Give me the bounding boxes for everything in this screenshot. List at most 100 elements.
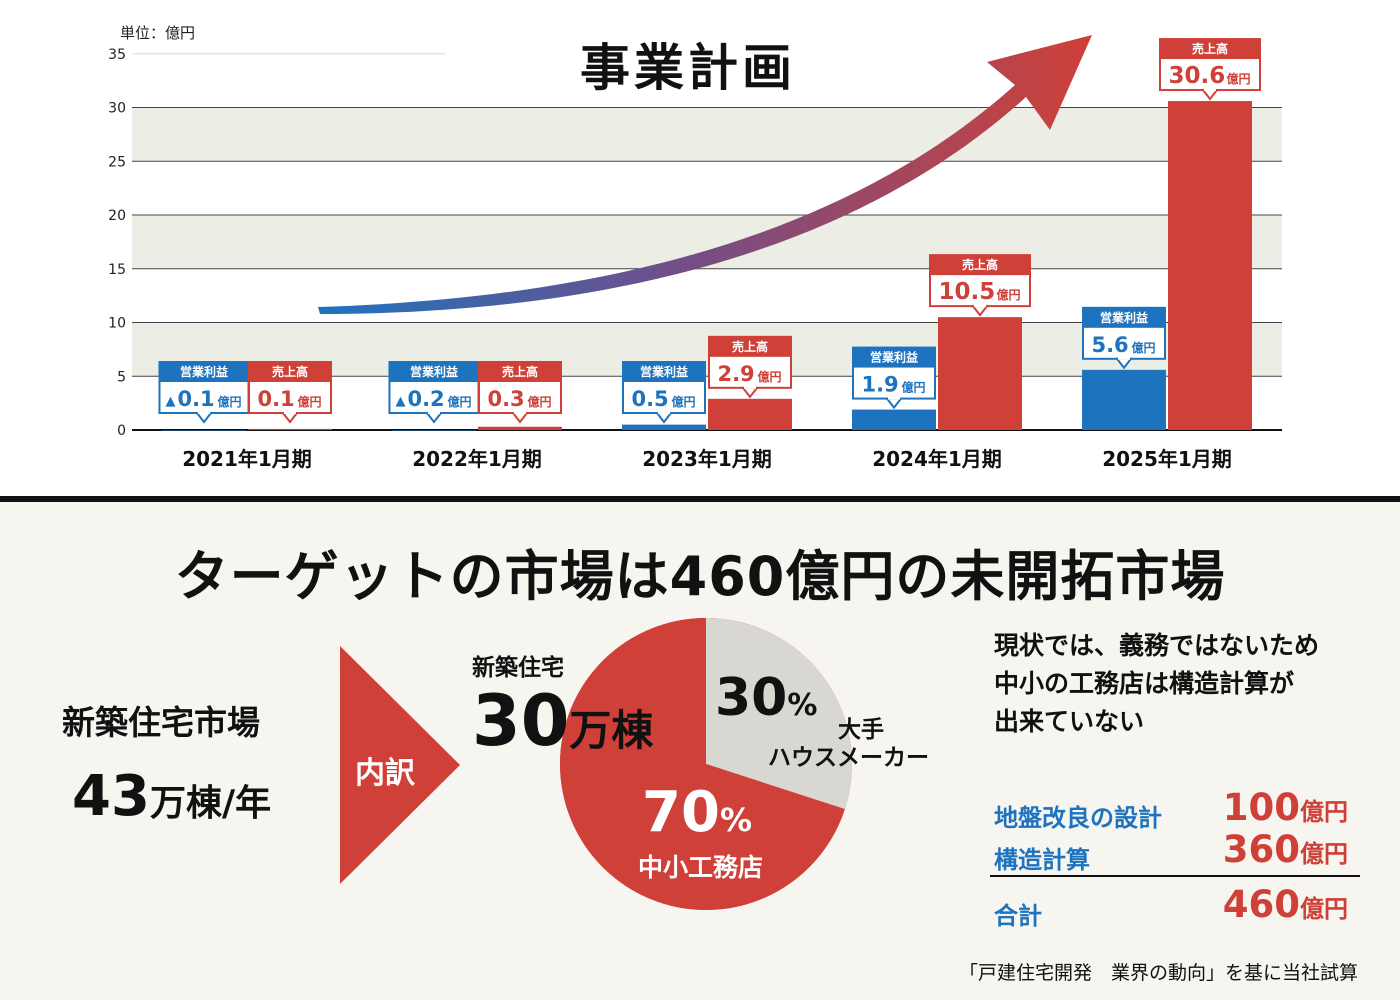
breakdown-label: 内訳 [355,756,415,791]
callout-pointer-mask [744,385,756,389]
pie-slice-small-builders [560,618,845,910]
breakdown-arrow [340,646,460,884]
callout-header [478,361,562,381]
callout-header [1159,38,1261,59]
callout-pointer-mask [514,411,526,414]
callout-operating-profit: 営業利益 5.6 億円 [1082,306,1166,370]
callout-body [478,380,562,414]
note-line-1: 現状では、義務ではないため [994,631,1320,660]
callout-unit: 億円 [1227,71,1251,86]
callout-value: 5.6 [1091,333,1128,357]
callout-title: 売上高 [1192,41,1228,56]
callout-title: 営業利益 [870,350,918,365]
section-divider [0,496,1400,502]
y-tick-label: 10 [108,316,126,332]
x-category-label: 2023年1月期 [642,447,772,471]
ground-improvement-value: 100億円 [1222,786,1348,829]
new-house-label: 新築住宅 [472,655,564,681]
grid-band-2 [132,107,1282,162]
structural-calc-value: 360億円 [1222,828,1348,871]
callout-title: 売上高 [732,339,768,354]
callout-unit: 億円 [997,287,1021,302]
callout-unit: 億円 [298,394,322,409]
callout-title: 営業利益 [640,364,688,379]
y-tick-label: 15 [108,262,126,278]
callout-sales: 売上高 30.6 億円 [1159,38,1261,101]
y-tick-label: 30 [108,101,126,117]
callout-pointer [970,305,990,317]
bar-operating-profit [392,430,476,431]
large-builder-label-1: 大手 [838,717,884,743]
note-line-3: 出来ていない [994,707,1145,736]
callout-minus-mark: ▲ [395,394,405,409]
chart-title: 事業計画 [580,39,796,97]
callout-pointer [194,412,214,424]
callout-value: 30.6 [1168,63,1225,89]
small-builder-percent: 70% [642,780,752,845]
large-builder-percent: 30% [715,668,818,728]
callout-pointer-mask [428,411,440,414]
total-label: 合計 [994,902,1042,930]
callout-operating-profit: 営業利益 0.5 億円 [622,361,706,424]
note-line-2: 中小の工務店は構造計算が [994,669,1295,698]
pie-slice-large-builders [706,618,852,810]
bar-sales [248,428,332,430]
y-tick-label: 0 [117,423,126,439]
bar-sales [1168,101,1252,431]
callout-value: 0.1 [257,387,294,411]
callout-minus-mark: ▲ [165,394,175,409]
callout-unit: 億円 [1132,340,1156,355]
bar-sales [708,398,792,430]
callout-value: 1.9 [861,373,898,397]
callout-body [622,380,706,414]
new-house-value: 30万棟 [472,680,654,762]
x-category-label: 2022年1月期 [412,447,542,471]
callout-title: 売上高 [962,257,998,272]
callout-header [158,361,250,381]
callout-pointer [740,386,760,399]
callout-header [248,361,332,381]
total-divider [990,875,1360,877]
callout-pointer [884,397,904,410]
callout-body [852,365,936,400]
x-category-label: 2024年1月期 [872,447,1002,471]
bar-operating-profit [1082,369,1166,430]
callout-sales: 売上高 10.5 億円 [929,254,1031,317]
callout-header [708,335,792,356]
y-tick-label: 35 [108,47,126,63]
bar-operating-profit [852,409,936,430]
small-builder-label: 中小工務店 [638,853,764,882]
callout-pointer [280,412,300,424]
bar-sales [938,317,1022,430]
callout-body [708,354,792,389]
callout-header [852,346,936,367]
y-tick-label: 5 [117,369,126,385]
callout-pointer-mask [1204,88,1216,92]
callout-operating-profit: 営業利益 ▲ 0.1 億円 [158,361,250,424]
market-headline: ターゲットの市場は460億円の未開拓市場 [174,545,1226,608]
callout-sales: 売上高 0.3 億円 [478,361,562,424]
callout-value: 0.3 [487,387,524,411]
x-category-label: 2025年1月期 [1102,447,1232,471]
structural-calc-label: 構造計算 [994,846,1090,874]
callout-title: 売上高 [502,364,538,379]
callout-sales: 売上高 0.1 億円 [248,361,332,424]
callout-title: 営業利益 [1100,310,1148,325]
callout-value: 0.1 [177,387,214,411]
business-plan-section: 0 5 10 15 20 25 30 35 営業利益 ▲ 0.1 億円 売上高 0.1 億円 営業利益 ▲ 0.… [0,0,1400,497]
callout-pointer-mask [284,411,296,414]
callout-unit: 億円 [528,394,552,409]
callout-title: 売上高 [272,364,308,379]
ground-improvement-label: 地盤改良の設計 [994,804,1162,832]
callout-header [622,361,706,381]
callout-pointer [424,412,444,424]
callout-header [388,361,480,381]
source-note: 「戸建住宅開発 業界の動向」を基に当社試算 [958,962,1358,984]
total-value: 460億円 [1222,883,1348,926]
large-builder-label-2: ハウスメーカー [768,745,929,771]
callout-pointer-mask [1118,356,1130,360]
callout-title: 営業利益 [410,364,458,379]
bar-operating-profit [162,430,246,431]
callout-unit: 億円 [218,394,242,409]
